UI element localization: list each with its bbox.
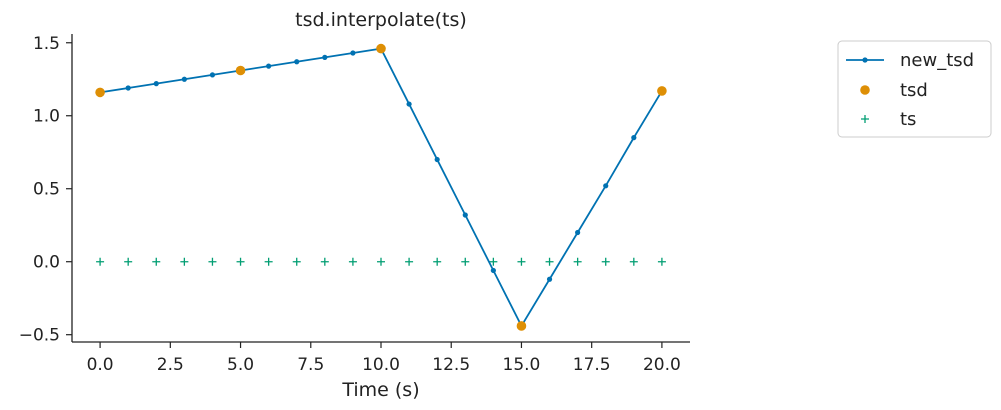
ts-point (152, 257, 161, 266)
new-tsd-point (462, 212, 468, 218)
ts-point (320, 257, 329, 266)
new-tsd-point (181, 76, 187, 82)
x-tick-label: 0.0 (87, 355, 114, 375)
axes: 0.0 2.5 5.0 7.5 10.0 12.5 15.0 17.5 20.0 −0.5 0.0 0… (19, 34, 690, 375)
legend-new-tsd-marker (862, 57, 868, 63)
new-tsd-point (125, 85, 131, 91)
ts-point (545, 257, 554, 266)
legend-ts-marker (861, 115, 869, 123)
ts-point (377, 257, 385, 266)
y-tick-label: −0.5 (19, 326, 60, 346)
x-tick-label: 10.0 (362, 355, 400, 375)
ts-point (180, 257, 189, 266)
x-tick-label: 20.0 (643, 355, 681, 375)
ts-point (573, 257, 582, 266)
y-tick-label: 1.0 (33, 107, 60, 127)
legend-tsd-marker (860, 85, 870, 95)
ts-point (292, 257, 301, 266)
x-tick-label: 5.0 (227, 355, 254, 375)
tsd-point (95, 87, 105, 98)
new-tsd-point (434, 156, 440, 163)
ts-point (433, 257, 442, 266)
tsd-point (657, 86, 667, 96)
ts-point (236, 257, 245, 266)
x-axis-label: Time (s) (341, 379, 419, 401)
new-tsd-point (546, 276, 553, 282)
new-tsd-point (153, 81, 159, 87)
ts-point (208, 257, 217, 266)
x-tick-label: 15.0 (503, 355, 541, 375)
ts-point (405, 257, 414, 266)
new-tsd-point (322, 54, 328, 60)
x-tick-label: 2.5 (157, 355, 184, 375)
new-tsd-point (603, 183, 609, 189)
tsd-point (376, 43, 386, 54)
new-tsd-point (294, 59, 300, 65)
y-tick-label: 1.5 (33, 34, 60, 54)
legend-label: new_tsd (900, 50, 974, 71)
ts-point (461, 257, 470, 266)
y-tick-label: 0.0 (33, 253, 60, 273)
ts-point (489, 257, 498, 266)
new-tsd-point (406, 101, 412, 107)
ts-point (264, 257, 273, 266)
x-tick-label: 12.5 (432, 355, 470, 375)
ts-point (517, 257, 526, 266)
tsd-point (235, 65, 246, 76)
legend-box (837, 40, 992, 138)
tsd-point (516, 321, 527, 331)
ts-point (601, 257, 610, 266)
ts-point (657, 257, 666, 266)
chart-title: tsd.interpolate(ts) (295, 9, 467, 31)
new-tsd-point (266, 63, 272, 69)
ts-point (629, 257, 638, 266)
ts-point (96, 257, 105, 266)
ts-point (124, 257, 133, 266)
new-tsd-point (631, 135, 637, 141)
y-tick-label: 0.5 (33, 180, 60, 200)
new-tsd-line (99, 47, 663, 328)
ts-point (348, 257, 357, 266)
legend-label: tsd (900, 80, 928, 101)
x-tick-label: 17.5 (573, 355, 611, 375)
new-tsd-point (575, 229, 581, 236)
new-tsd-point (490, 267, 496, 274)
legend-label: ts (900, 109, 916, 130)
plot-area (95, 43, 667, 331)
new-tsd-point (350, 50, 356, 56)
new-tsd-point (209, 72, 216, 78)
x-tick-label: 7.5 (297, 355, 324, 375)
